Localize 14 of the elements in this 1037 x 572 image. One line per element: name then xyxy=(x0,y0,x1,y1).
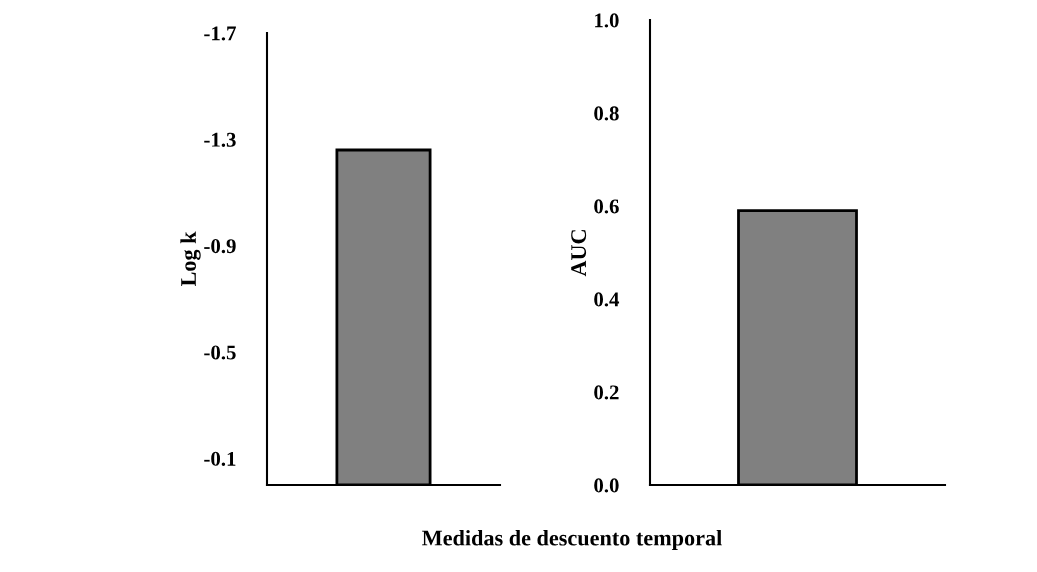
y-axis-title: AUC xyxy=(571,230,587,277)
x-axis-title: Medidas de descuento temporal xyxy=(422,529,722,551)
y-tick-label: -0.5 xyxy=(204,345,236,360)
y-tick-label: 1.0 xyxy=(595,13,619,28)
y-tick-label: 0.6 xyxy=(594,199,619,214)
y-tick-label: 0.4 xyxy=(594,292,620,307)
y-tick-label: 0.8 xyxy=(594,106,619,121)
y-tick-label: -1.7 xyxy=(204,26,236,41)
y-tick-label: -0.1 xyxy=(204,451,236,466)
y-tick-label: 0.0 xyxy=(594,478,619,493)
y-tick-label: 0.2 xyxy=(594,385,619,400)
y-axis-title: Log k xyxy=(180,231,201,287)
y-tick-label: -1.3 xyxy=(204,132,236,147)
y-tick-label: -0.9 xyxy=(204,239,236,254)
